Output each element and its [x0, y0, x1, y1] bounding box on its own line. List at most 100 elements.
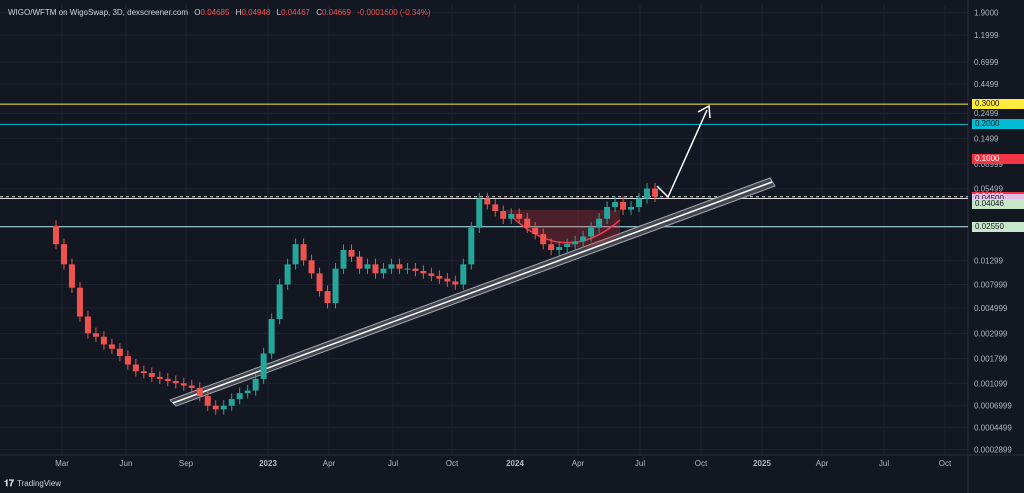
x-tick-label: Jun	[120, 459, 133, 468]
candle-body	[148, 373, 155, 377]
candle-body	[124, 356, 131, 365]
candle-body	[316, 273, 323, 292]
y-tick-label: 0.002999	[974, 329, 1008, 338]
candle-body	[84, 316, 91, 334]
candle-body	[140, 371, 147, 374]
price-tag: 0.3000	[972, 99, 1024, 110]
candle-body	[580, 236, 587, 242]
candle-body	[212, 405, 219, 410]
y-tick-label: 0.2499	[974, 109, 999, 118]
candle-body	[476, 198, 483, 228]
y-tick-label: 0.08999	[974, 160, 1003, 169]
y-tick-label: 0.0002899	[974, 446, 1012, 455]
x-tick-label: Apr	[816, 459, 829, 468]
candle-body	[164, 378, 171, 382]
candle-body	[92, 333, 99, 337]
candle-body	[524, 218, 531, 228]
candle-body	[156, 376, 163, 379]
y-axis: 1.9000 1.1999 0.6999 0.4499 0.2499 0.1499 0.08…	[974, 8, 1012, 454]
arrow-line	[656, 109, 708, 199]
price-tag: 0.1000	[972, 153, 1024, 164]
price-tag: 0.04500	[972, 193, 1024, 204]
y-tick-label: 0.001099	[974, 379, 1008, 388]
candle-body	[444, 278, 451, 282]
x-tick-label: 2025	[753, 459, 771, 468]
candle-body	[268, 318, 275, 354]
candle-body	[388, 264, 395, 269]
y-tick-label: 1.1999	[974, 31, 999, 40]
candle-body	[364, 264, 371, 269]
brand-name[interactable]: TradingView	[17, 479, 62, 488]
price-tag: 0.2000	[972, 119, 1024, 130]
change-value: -0.0001600 (-0.34%)	[357, 8, 431, 17]
x-tick-label: 2024	[506, 459, 524, 468]
candle-body	[340, 250, 347, 269]
candle-body	[516, 213, 523, 219]
tradingview-logo-icon[interactable]: 𝟏𝟕	[4, 478, 15, 488]
candle-body	[508, 213, 515, 219]
trendline-channel[interactable]	[169, 177, 776, 407]
x-tick-label: Apr	[323, 459, 336, 468]
x-tick-label: Jul	[635, 459, 645, 468]
candle-body	[284, 264, 291, 285]
candle-body	[252, 378, 259, 391]
candle-body	[628, 206, 635, 210]
x-tick-label: Oct	[695, 459, 708, 468]
candle-body	[644, 188, 651, 199]
y-tick-label: 0.001799	[974, 355, 1008, 364]
candle-body	[452, 281, 459, 285]
candle-body	[396, 264, 403, 269]
candle-body	[236, 393, 243, 400]
candle-body	[356, 256, 363, 269]
projection-arrow[interactable]	[656, 104, 711, 199]
low-label: L	[276, 8, 282, 17]
cup-pattern	[505, 210, 621, 248]
candle-body	[420, 270, 427, 274]
x-tick-label: Apr	[572, 459, 585, 468]
candle-body	[188, 385, 195, 388]
candle-body	[196, 387, 203, 397]
y-tick-label: 0.05499	[974, 185, 1003, 194]
candle-body	[276, 284, 283, 319]
candle-body	[108, 344, 115, 349]
horizontal-levels	[0, 103, 968, 228]
price-tag: 0.04046	[972, 198, 1024, 209]
candle-body	[244, 390, 251, 394]
candle-body	[620, 201, 627, 210]
x-tick-label: Oct	[446, 459, 459, 468]
candle-body	[260, 353, 267, 379]
candle-body	[612, 201, 619, 207]
x-tick-label: Mar	[55, 459, 69, 468]
candle-body	[292, 244, 299, 265]
candle-body	[428, 273, 435, 276]
y-tick-label: 0.4499	[974, 80, 999, 89]
candle-body	[540, 234, 547, 245]
x-tick-label: Sep	[179, 459, 194, 468]
candle-body	[404, 268, 411, 270]
candle-body	[300, 244, 307, 261]
trendline	[172, 181, 773, 404]
candle-body	[532, 227, 539, 235]
candle-body	[132, 364, 139, 372]
candle-body	[564, 244, 571, 247]
close-label: C	[316, 8, 322, 17]
candle-body	[652, 188, 658, 197]
candle-body	[556, 246, 563, 251]
candle-body	[588, 227, 595, 237]
candle-body	[460, 264, 467, 285]
open-value: 0.04685	[200, 8, 230, 17]
y-tick-label: 0.0006999	[974, 402, 1012, 411]
price-tag: 0.02550	[972, 221, 1024, 232]
x-tick-label: Jul	[388, 459, 398, 468]
x-tick-label: 2023	[259, 459, 277, 468]
y-tick-label: 0.007999	[974, 281, 1008, 290]
candle-body	[68, 264, 75, 288]
candle-body	[116, 348, 123, 357]
candle-body	[380, 268, 387, 274]
chart-header: WIGO/WFTM on WigoSwap, 3D, dexscreener.c…	[8, 8, 431, 17]
close-value: 0.04669	[322, 8, 351, 17]
candle-body	[636, 198, 643, 207]
high-value: 0.04948	[241, 8, 271, 17]
